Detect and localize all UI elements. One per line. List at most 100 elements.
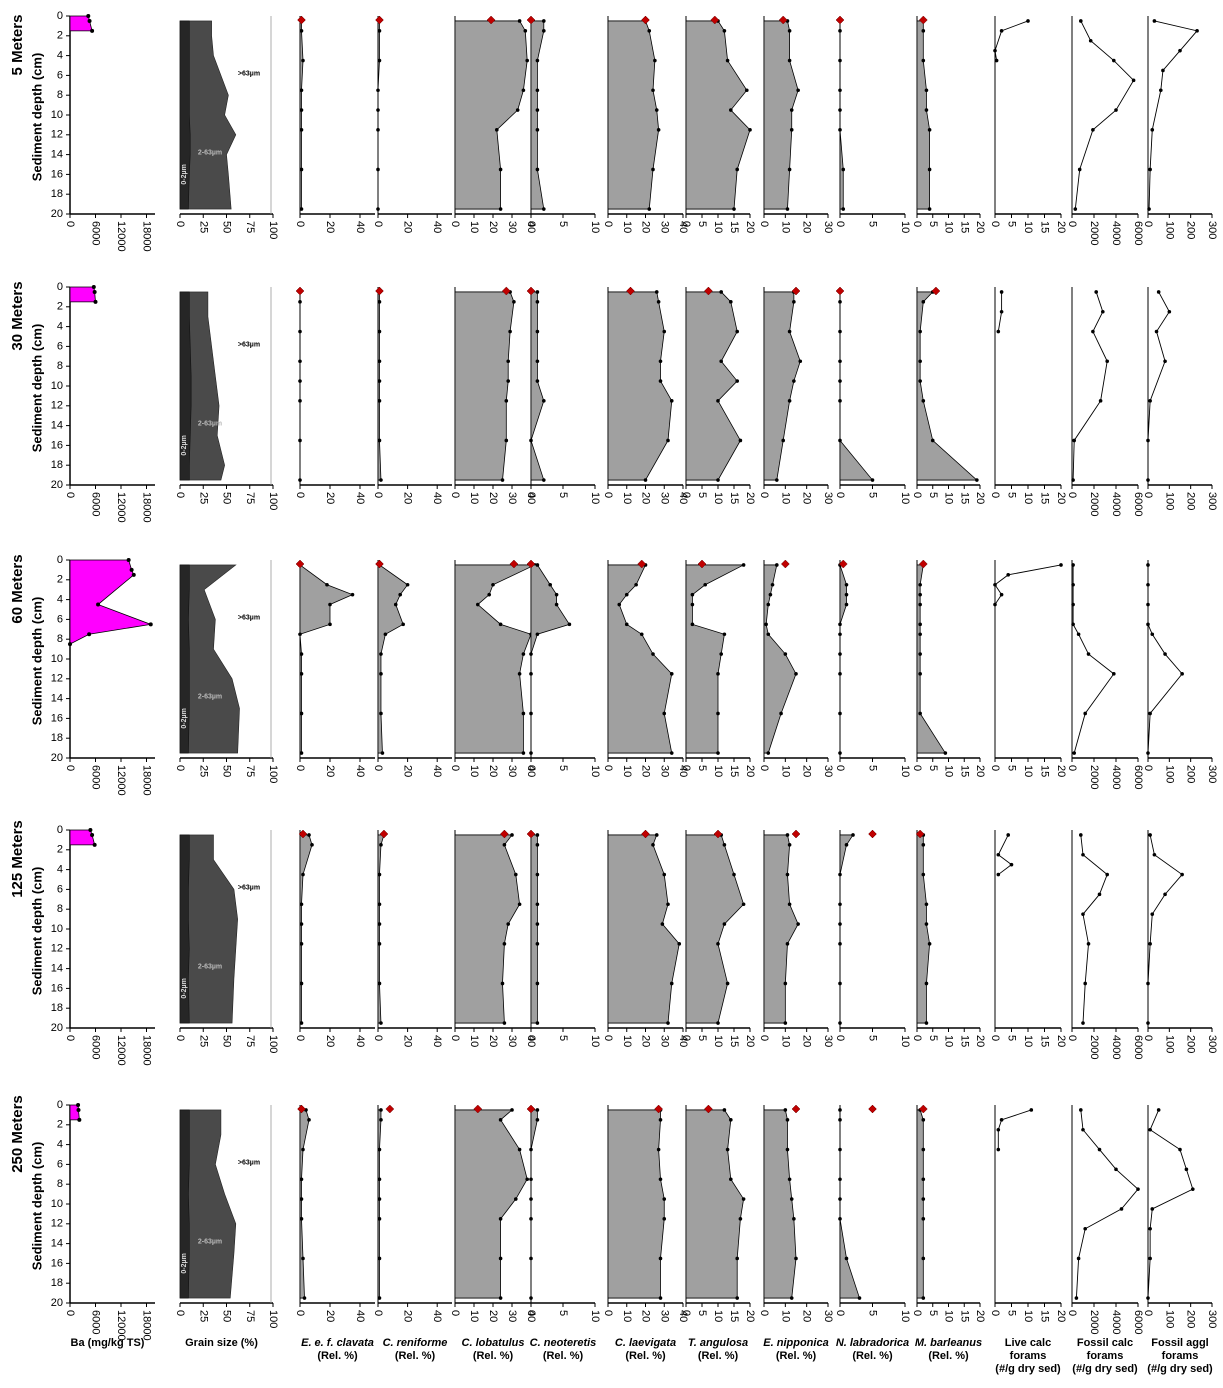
panel-fossil_aggl: 0 100 200 300 [1142, 16, 1218, 239]
species-point [662, 872, 667, 877]
species-point [299, 1217, 304, 1221]
species-area [763, 20, 799, 210]
x-tick-label: 100 [1163, 221, 1175, 239]
y-axis-title: Sediment depth (cm) [29, 597, 44, 726]
count-point [1097, 1147, 1102, 1152]
panel-s7: 0 5 10 [834, 1104, 911, 1322]
depth-tick-label: 0 [57, 281, 63, 293]
x-tick-label: 0 [1142, 221, 1154, 227]
species-area [685, 20, 751, 210]
depth-tick-label: 2 [57, 301, 63, 313]
species-point [535, 833, 540, 837]
species-point [722, 29, 727, 33]
species-point [377, 29, 382, 33]
x-tick-label: 0 [372, 492, 384, 498]
count-point [1071, 602, 1075, 607]
x-tick-label: 40 [431, 221, 443, 233]
species-point [377, 902, 382, 907]
panel-s5: 0 5 10 15 20 [680, 829, 756, 1047]
species-point [535, 632, 540, 637]
live-diamond-marker [375, 559, 384, 569]
x-tick-label: 300 [1206, 765, 1218, 783]
count-point [1081, 852, 1085, 857]
species-point [498, 207, 503, 211]
live-diamond-marker [710, 15, 720, 25]
panel-s6: 0 10 20 30 [758, 15, 834, 233]
ba-point [76, 1107, 81, 1112]
depth-tick-label: 16 [51, 1257, 63, 1269]
species-point [927, 942, 932, 946]
grain-label-coarse: >63µm [238, 884, 260, 891]
count-point [1178, 1147, 1182, 1152]
count-line [997, 1109, 1032, 1150]
x-tick-label: 40 [354, 1035, 366, 1047]
count-point [1026, 19, 1030, 23]
species-point [918, 632, 922, 637]
count-point [1105, 359, 1109, 364]
species-point [662, 329, 667, 334]
x-tick-label: 200 [1185, 1310, 1197, 1328]
species-point [729, 1177, 733, 1182]
live-diamond-marker [791, 829, 801, 839]
species-point [918, 602, 922, 607]
live-diamond-marker [931, 286, 941, 296]
depth-tick-label: 8 [57, 903, 63, 915]
count-point [1079, 19, 1083, 23]
x-tick-label: 10 [589, 1310, 601, 1322]
species-point [838, 711, 842, 716]
x-tick-label: 5 [557, 221, 569, 227]
x-tick-label: 20 [487, 221, 499, 233]
species-point [299, 29, 304, 33]
species-point [567, 622, 572, 627]
depth-tick-label: 0 [57, 554, 63, 566]
species-point [506, 922, 511, 926]
x-tick-label: 40 [431, 1310, 443, 1322]
x-tick-label: 0 [449, 765, 461, 771]
grain-2-63-area [179, 834, 238, 1024]
count-point [996, 1127, 1001, 1132]
depth-tick-label: 16 [51, 712, 63, 724]
x-tick-label: 0 [174, 1035, 186, 1041]
species-point [921, 1256, 926, 1261]
panel-s5: 0 5 10 15 20 [680, 15, 756, 233]
species-point [535, 922, 540, 926]
depth-tick-label: 20 [51, 1297, 63, 1309]
x-tick-label: 30 [822, 1035, 834, 1047]
species-point [725, 1147, 730, 1152]
x-tick-label: 10 [621, 221, 633, 233]
panel-s7: 0 5 10 [834, 829, 911, 1047]
panel-s3: 0 5 10 [525, 1104, 601, 1322]
panel-label: (Rel. %) [776, 1350, 817, 1362]
depth-tick-label: 12 [51, 943, 63, 955]
species-point [298, 329, 302, 334]
grain-label-fine: 0-2µm [181, 435, 188, 455]
grain-label-coarse: >63µm [238, 341, 260, 348]
species-point [918, 711, 922, 716]
species-point [838, 902, 842, 907]
species-point [310, 843, 314, 847]
x-tick-label: 30 [506, 1035, 518, 1047]
x-tick-label: 75 [244, 1310, 256, 1322]
depth-tick-label: 14 [51, 1238, 63, 1250]
species-point [379, 652, 383, 656]
x-tick-label: 100 [267, 765, 279, 783]
species-point [307, 1118, 311, 1122]
species-point [535, 843, 540, 847]
live-diamond-marker [298, 829, 308, 839]
live-diamond-marker [838, 559, 848, 569]
panel-ba: 0 6000 12000 18000 [64, 828, 155, 1066]
species-point [495, 128, 499, 132]
live-diamond-marker [295, 286, 305, 296]
species-point [921, 300, 926, 304]
panel-s0: 0 20 40 [294, 559, 375, 777]
x-tick-label: 100 [267, 1310, 279, 1328]
species-point [510, 833, 514, 837]
species-point [722, 922, 727, 926]
ba-point [86, 14, 91, 18]
panel-label: M. barleanus [915, 1337, 982, 1349]
species-point [943, 751, 948, 755]
live-diamond-marker [375, 286, 384, 296]
depth-tick-label: 6 [57, 883, 63, 895]
species-point [299, 652, 304, 656]
species-point [654, 290, 659, 294]
